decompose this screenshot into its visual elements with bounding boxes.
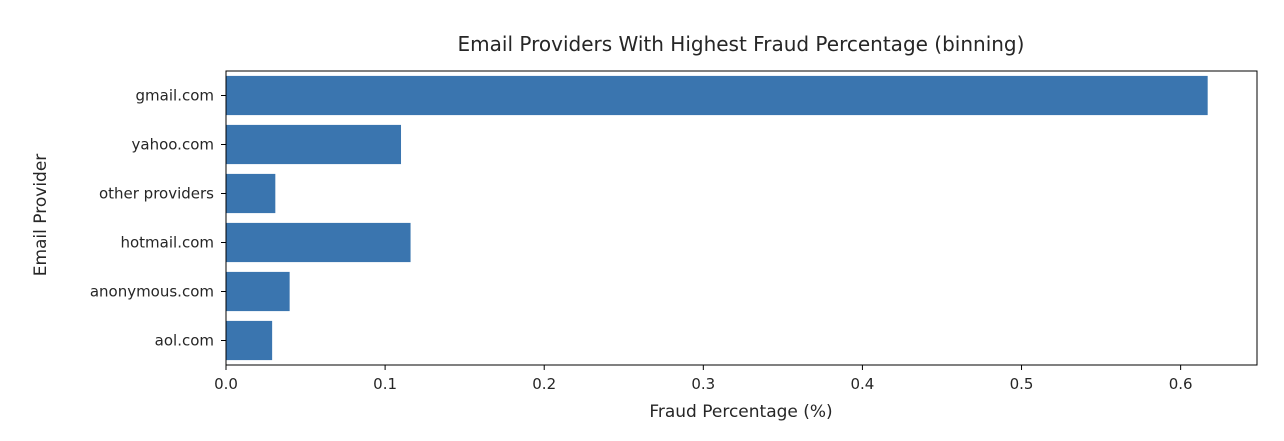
x-tick-label: 0.4 — [850, 375, 874, 393]
plot-frame — [225, 70, 1258, 366]
bars-group — [226, 75, 1208, 361]
y-tick-label: hotmail.com — [120, 234, 214, 252]
x-tick-label: 0.5 — [1010, 375, 1034, 393]
bar-anonymous-com — [226, 271, 290, 312]
bar-aol-com — [226, 320, 273, 361]
x-axis-label: Fraud Percentage (%) — [649, 402, 832, 422]
y-tick-label: gmail.com — [136, 87, 214, 105]
x-tick-label: 0.3 — [691, 375, 715, 393]
bar-yahoo-com — [226, 124, 402, 165]
y-tick-label: aol.com — [155, 332, 214, 350]
x-tick-label: 0.2 — [532, 375, 556, 393]
bar-hotmail-com — [226, 222, 411, 263]
y-tick-label: anonymous.com — [90, 283, 214, 301]
y-tick-label: other providers — [99, 185, 214, 203]
y-tick-label: yahoo.com — [132, 136, 214, 154]
bar-gmail-com — [226, 75, 1208, 116]
x-axis: 0.0 0.1 0.2 0.3 0.4 0.5 0.6 — [214, 365, 1193, 393]
x-tick-label: 0.0 — [214, 375, 238, 393]
y-axis: gmail.com yahoo.com other providers hotmail… — [90, 87, 226, 350]
chart-title: Email Providers With Highest Fraud Perce… — [458, 32, 1025, 56]
x-tick-label: 0.6 — [1169, 375, 1193, 393]
y-axis-label: Email Provider — [31, 154, 51, 277]
x-tick-label: 0.1 — [373, 375, 397, 393]
bar-other-providers — [226, 173, 276, 214]
